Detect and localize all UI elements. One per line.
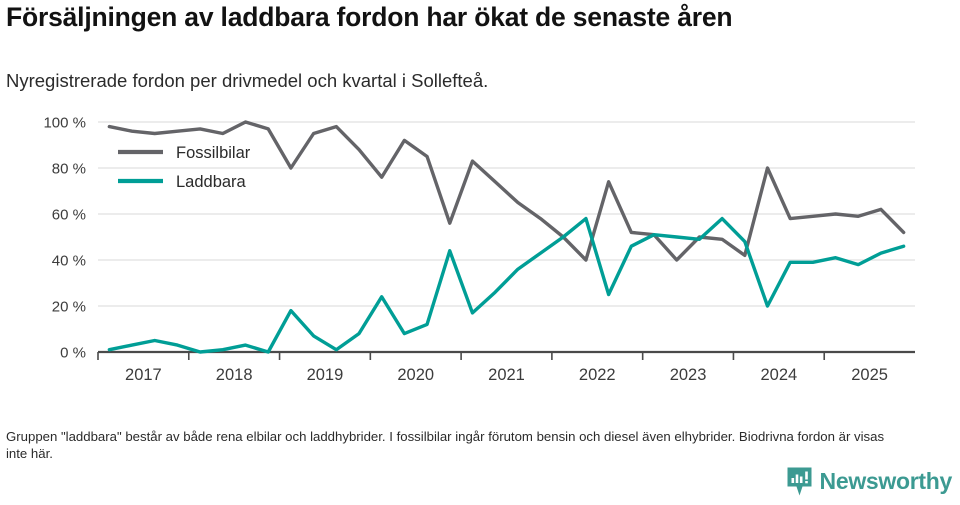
x-axis-tick-label: 2025 bbox=[851, 366, 888, 384]
y-axis-tick-label: 40 % bbox=[52, 253, 86, 270]
logo-text: Newsworthy bbox=[819, 468, 953, 494]
x-axis-tick-label: 2021 bbox=[488, 366, 525, 384]
page-title: Försäljningen av laddbara fordon har öka… bbox=[6, 2, 733, 32]
y-axis-tick-label: 100 % bbox=[43, 115, 86, 132]
series-line-fossilbilar bbox=[107, 120, 906, 262]
x-axis-tick-label: 2024 bbox=[760, 366, 797, 384]
y-axis-tick-label: 0 % bbox=[60, 345, 86, 362]
x-axis-tick-label: 2020 bbox=[397, 366, 434, 384]
x-axis-tick-label: 2022 bbox=[579, 366, 616, 384]
chart-footnote: Gruppen "laddbara" består av både rena e… bbox=[6, 429, 885, 462]
x-axis-tick-label: 2019 bbox=[307, 366, 344, 384]
y-axis-tick-label: 20 % bbox=[52, 299, 86, 316]
page-subtitle: Nyregistrerade fordon per drivmedel och … bbox=[6, 70, 489, 91]
x-axis-tick-label: 2018 bbox=[216, 366, 253, 384]
y-axis-tick-label: 60 % bbox=[52, 207, 86, 224]
x-axis-tick-label: 2017 bbox=[125, 366, 162, 384]
x-axis-tick-label: 2023 bbox=[670, 366, 707, 384]
legend-label-fossilbilar: Fossilbilar bbox=[176, 144, 251, 162]
y-axis-tick-label: 80 % bbox=[52, 161, 86, 178]
line-chart: 0 % 20 % 40 % 60 % 80 % 100 % 2017 2018 2019 2020… bbox=[43, 115, 915, 384]
chart-container: 0 % 20 % 40 % 60 % 80 % 100 % 2017 2018 2019 2020… bbox=[0, 105, 960, 400]
newsworthy-logo: Newsworthy bbox=[786, 466, 952, 497]
legend-label-laddbara: Laddbara bbox=[176, 173, 247, 191]
bar-chart-pin-icon bbox=[787, 467, 812, 496]
series-line-laddbara bbox=[107, 216, 906, 354]
